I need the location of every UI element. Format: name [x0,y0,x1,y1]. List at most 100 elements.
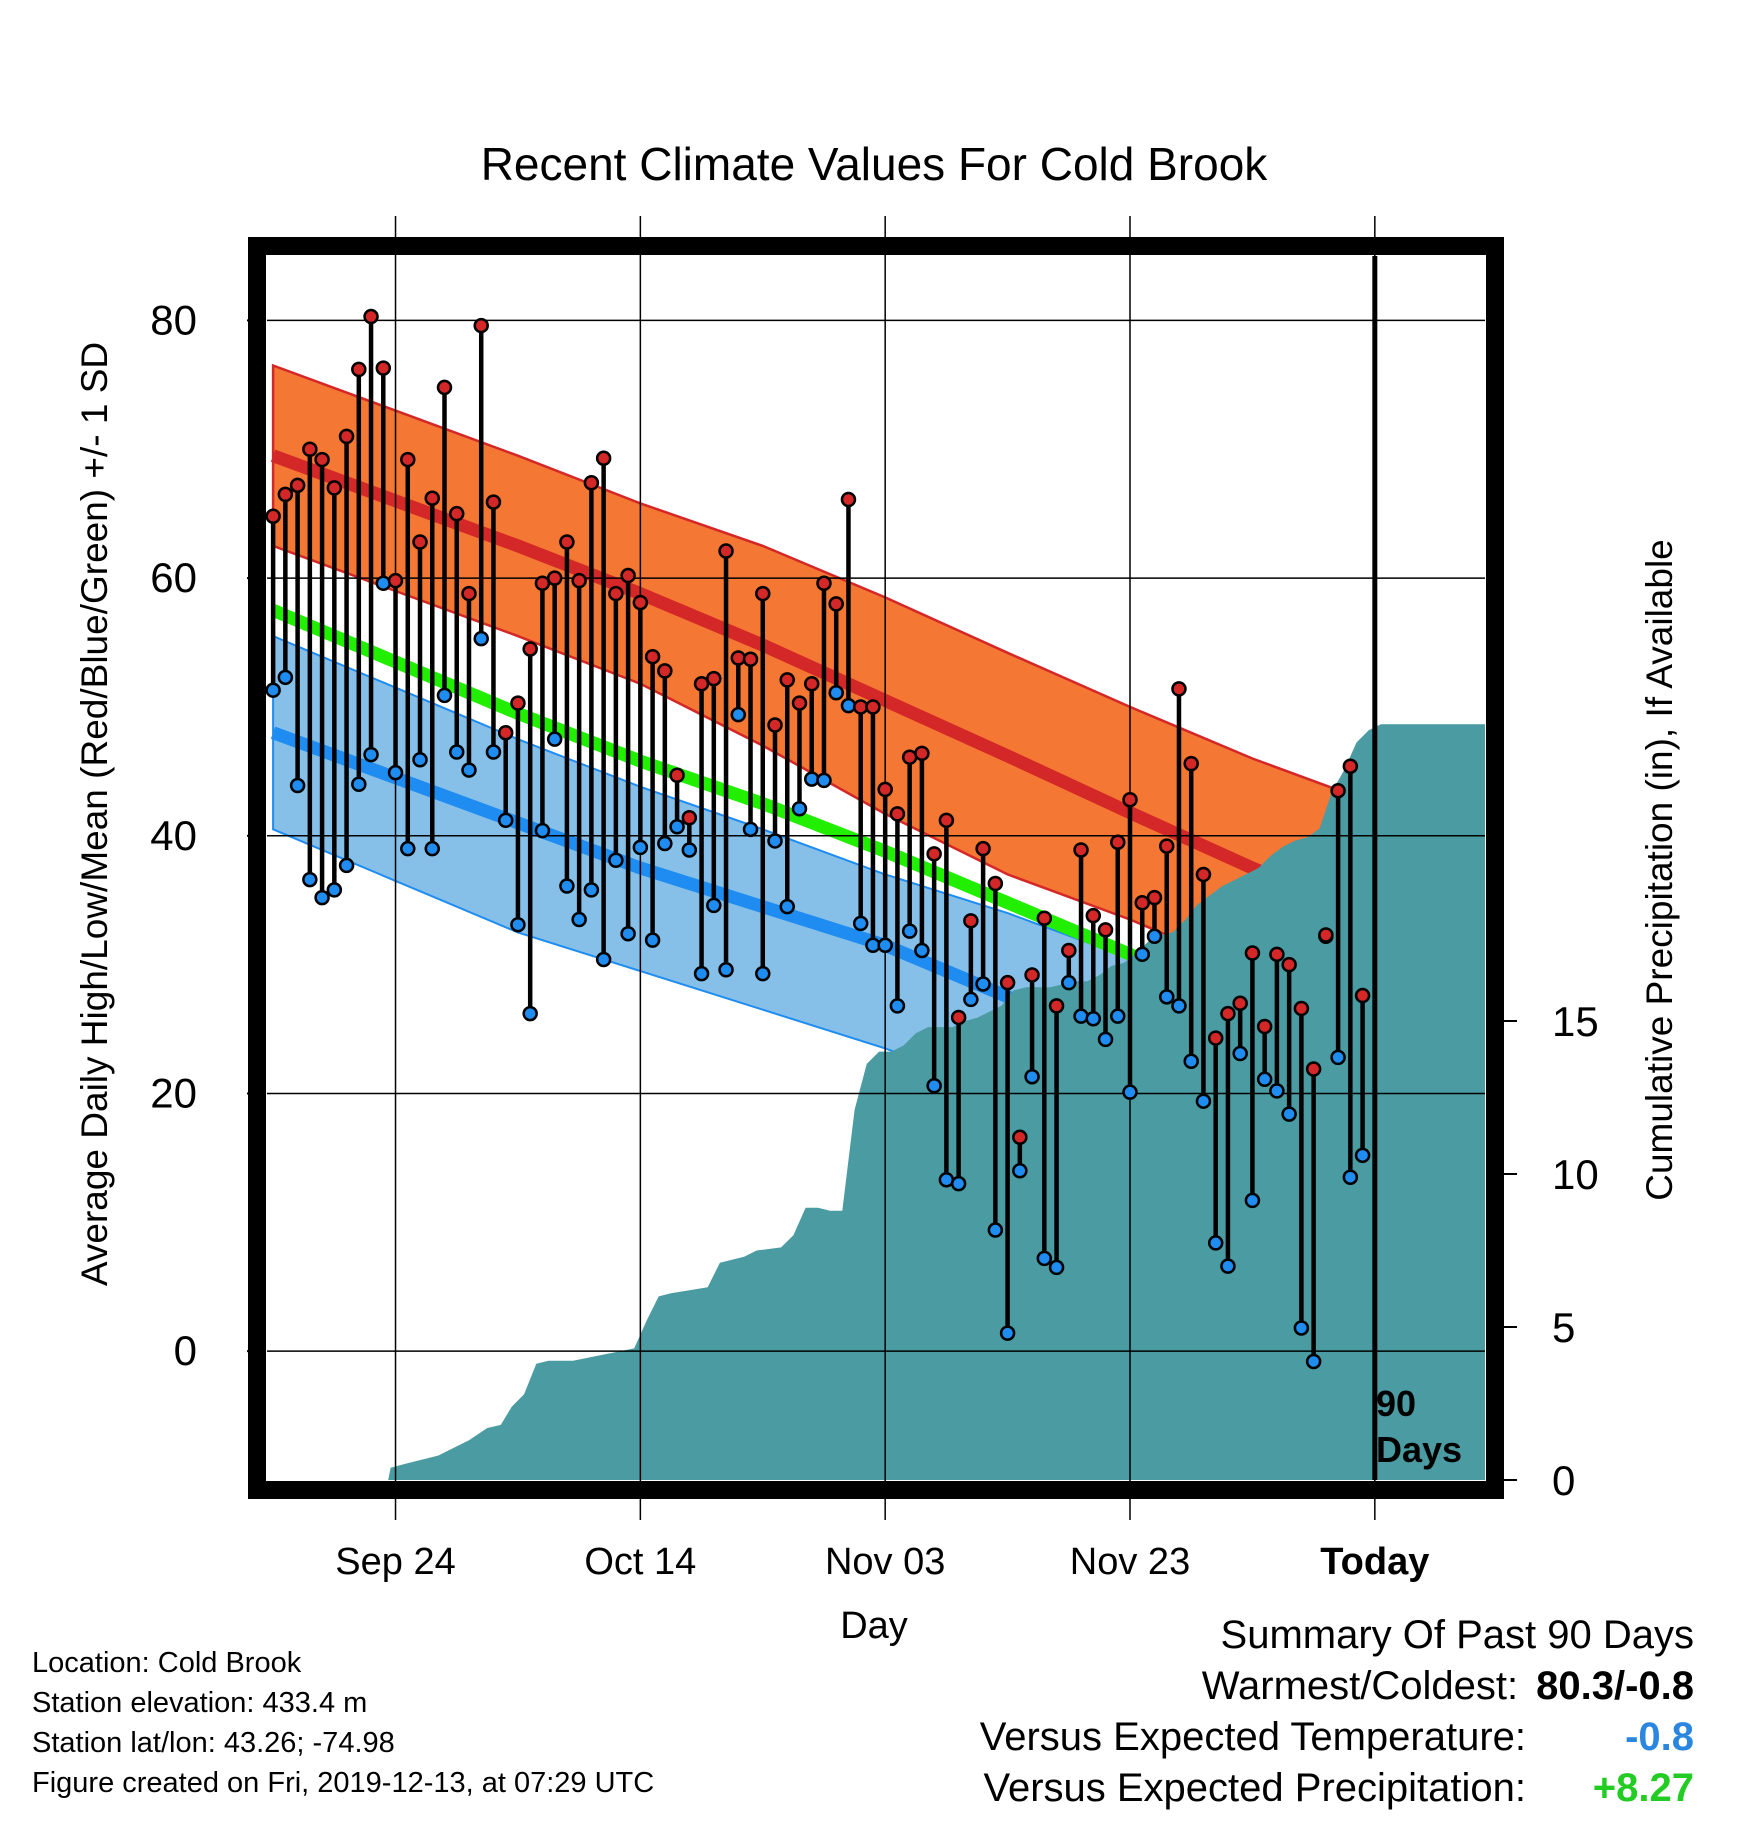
x-tick-label: Today [1320,1541,1429,1583]
daily-low-point [424,840,441,857]
daily-low-point [816,772,832,789]
daily-high-point [424,490,441,506]
daily-high-point [865,699,881,715]
daily-low-point [1097,1031,1114,1048]
daily-high-point [314,451,330,468]
daily-high-point [632,594,649,611]
station-latlon: Station lat/lon: 43.26; -74.98 [32,1727,395,1759]
daily-low-point [1061,974,1077,991]
daily-high-point [816,575,832,592]
daily-low-point [914,942,930,959]
daily-high-point [338,428,355,445]
daily-high-point [1269,946,1285,963]
y-axis-label: Average Daily High/Low/Mean (Red/Blue/Gr… [74,342,115,1286]
daily-high-point [1195,866,1212,883]
daily-low-point [1048,1259,1065,1276]
daily-high-point [779,672,796,688]
daily-high-point [277,486,294,503]
daily-low-point [485,744,502,760]
daily-low-point [277,669,294,686]
daily-low-point [608,852,624,869]
daily-high-point [938,812,955,829]
daily-low-point [559,878,575,894]
temp-value: -0.8 [1625,1715,1694,1759]
daily-high-point [950,1009,967,1026]
daily-low-point [975,976,991,992]
y2-tick-label: 0 [1552,1457,1575,1504]
daily-high-point [1220,1005,1236,1022]
daily-high-point [1318,927,1334,943]
station-location: Location: Cold Brook [32,1647,302,1679]
x-axis-label: Day [840,1605,908,1647]
daily-low-point [693,965,710,982]
y-tick-label: 0 [174,1327,197,1374]
axes-layer: 0 20 40 60 80 0 5 10 15 Sep 24 Oct 14 Nov 03 Nov 23 T… [150,296,1598,1583]
daily-high-point [791,695,808,711]
y-tick-label: 80 [150,296,197,343]
daily-low-point [926,1077,942,1094]
daily-low-point [1244,1192,1261,1209]
station-elevation: Station elevation: 433.4 m [32,1687,368,1719]
precipitation-area-layer [273,724,1485,1480]
daily-low-point [1330,1049,1346,1066]
daily-low-point [534,822,551,839]
warmest-value: 80.3/-0.8 [1536,1664,1694,1708]
daily-low-point [742,821,759,838]
daily-high-point [1122,791,1138,808]
daily-high-point [595,450,612,467]
daily-high-point [1281,956,1297,973]
daily-high-point [546,570,563,586]
daily-high-point [987,875,1004,892]
daily-low-point [657,835,673,852]
summary-panel: Summary Of Past 90 Days Warmest/Coldest:… [980,1610,1694,1814]
daily-low-point [351,776,367,793]
daily-high-point [608,585,624,602]
daily-low-point [1036,1250,1053,1267]
daily-high-point [620,567,636,584]
daily-low-point [767,833,783,849]
daily-high-point [1183,755,1199,772]
daily-high-point [473,317,489,334]
daily-low-point [1195,1093,1212,1109]
station-info: Location: Cold Brook Station elevation: … [32,1643,654,1803]
daily-high-point [448,505,465,522]
y-tick-label: 20 [150,1069,197,1116]
daily-high-point [1305,1061,1322,1077]
daily-low-point [877,937,893,954]
x-tick-label: Nov 23 [1070,1541,1190,1583]
daily-high-point [510,695,526,711]
daily-high-point [755,585,771,602]
daily-low-point [889,998,906,1014]
daily-high-point [436,379,453,396]
daily-low-point [595,951,612,968]
daily-low-point [1220,1258,1236,1274]
daily-low-point [461,762,477,778]
daily-high-point [1354,987,1371,1004]
daily-low-point [669,819,685,835]
daily-high-point [363,308,379,325]
summary-heading: Summary Of Past 90 Days [1220,1613,1694,1657]
daily-low-point [1122,1084,1138,1100]
summary-temp-row: Versus Expected Temperature: -0.8 [980,1712,1694,1763]
daily-high-point [265,508,281,525]
cumulative-precipitation-area [273,724,1485,1480]
daily-high-point [681,810,698,826]
daily-high-point [571,572,587,589]
daily-low-point [1305,1353,1322,1370]
daily-low-point [1269,1083,1285,1099]
daily-high-point [828,596,844,612]
daily-high-point [522,641,538,657]
summary-precip-row: Versus Expected Precipitation: +8.27 [980,1763,1694,1814]
daily-low-point [1085,1010,1102,1027]
daily-low-point [436,687,453,704]
daily-high-point [718,543,734,559]
daily-high-point [730,650,747,666]
figure-created: Figure created on Fri, 2019-12-13, at 07… [32,1767,655,1799]
daily-high-point [302,441,318,458]
x-tick-label: Oct 14 [584,1541,696,1583]
daily-high-point [1036,910,1053,926]
daily-high-point [644,648,661,665]
daily-low-point [302,871,318,888]
daily-low-point [963,991,979,1008]
